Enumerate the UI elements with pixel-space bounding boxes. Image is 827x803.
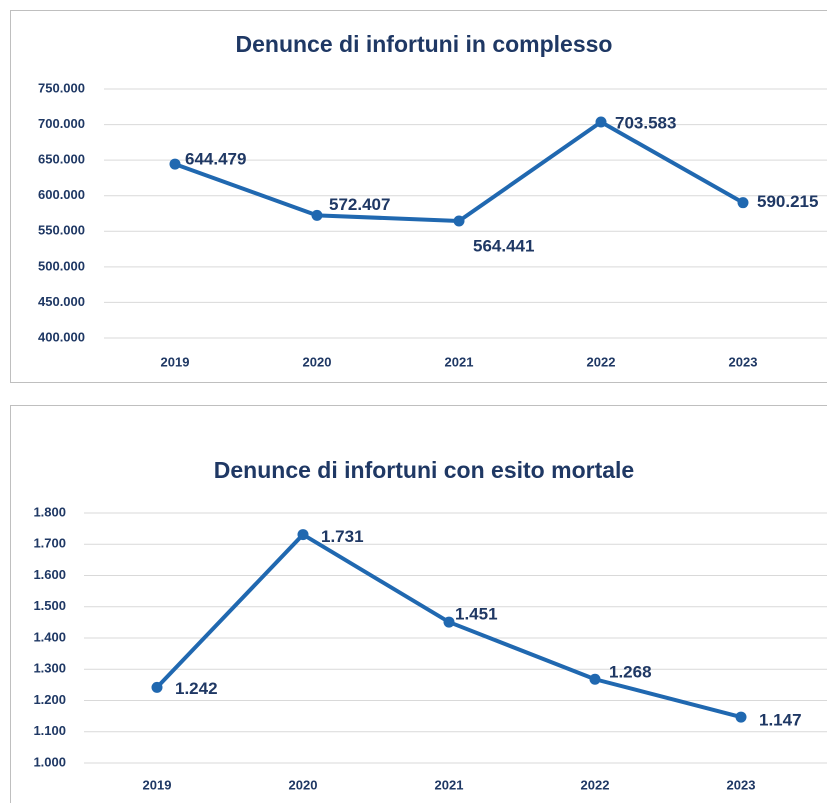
point bbox=[595, 116, 607, 128]
y-tick-label: 1.800 bbox=[33, 504, 66, 519]
x-tick-label: 2019 bbox=[161, 354, 190, 369]
x-tick-label: 2019 bbox=[143, 777, 172, 792]
y-tick-label: 400.000 bbox=[38, 329, 85, 344]
point bbox=[443, 616, 455, 628]
y-tick-label: 1.600 bbox=[33, 567, 66, 582]
point bbox=[151, 681, 163, 693]
y-tick-label: 1.400 bbox=[33, 629, 66, 644]
y-tick-label: 1.100 bbox=[33, 723, 66, 738]
x-tick-label: 2021 bbox=[435, 777, 464, 792]
data-label: 564.441 bbox=[473, 236, 534, 255]
x-tick-label: 2023 bbox=[727, 777, 756, 792]
data-label: 1.731 bbox=[321, 527, 364, 546]
y-tick-label: 1.000 bbox=[33, 754, 66, 769]
data-label: 1.451 bbox=[455, 605, 498, 624]
x-tick-label: 2021 bbox=[445, 354, 474, 369]
data-label: 572.407 bbox=[329, 195, 390, 214]
x-tick-label: 2020 bbox=[289, 777, 318, 792]
x-tick-label: 2022 bbox=[581, 777, 610, 792]
data-label: 703.583 bbox=[615, 114, 676, 133]
point bbox=[735, 711, 747, 723]
y-tick-label: 450.000 bbox=[38, 294, 85, 309]
x-tick-label: 2023 bbox=[729, 354, 758, 369]
y-tick-label: 1.500 bbox=[33, 598, 66, 613]
y-tick-label: 1.200 bbox=[33, 692, 66, 707]
y-tick-label: 700.000 bbox=[38, 116, 85, 131]
data-label: 1.147 bbox=[759, 711, 802, 730]
y-tick-label: 600.000 bbox=[38, 187, 85, 202]
point bbox=[453, 215, 465, 227]
data-label: 644.479 bbox=[185, 150, 246, 169]
x-tick-label: 2020 bbox=[303, 354, 332, 369]
x-tick-label: 2022 bbox=[587, 354, 616, 369]
point bbox=[297, 529, 309, 541]
data-label: 590.215 bbox=[757, 192, 818, 211]
data-label: 1.268 bbox=[609, 663, 652, 682]
point bbox=[169, 158, 181, 170]
chart-title: Denunce di infortuni con esito mortale bbox=[214, 457, 634, 483]
y-tick-label: 550.000 bbox=[38, 223, 85, 238]
y-tick-label: 650.000 bbox=[38, 152, 85, 167]
point bbox=[589, 673, 601, 685]
y-tick-label: 750.000 bbox=[38, 80, 85, 95]
y-tick-label: 500.000 bbox=[38, 258, 85, 273]
chart-title: Denunce di infortuni in complesso bbox=[236, 31, 613, 57]
data-label: 1.242 bbox=[175, 679, 218, 698]
point bbox=[737, 197, 749, 209]
y-tick-label: 1.300 bbox=[33, 661, 66, 676]
y-tick-label: 1.700 bbox=[33, 536, 66, 551]
point bbox=[311, 209, 323, 221]
chart-frame bbox=[10, 10, 827, 383]
